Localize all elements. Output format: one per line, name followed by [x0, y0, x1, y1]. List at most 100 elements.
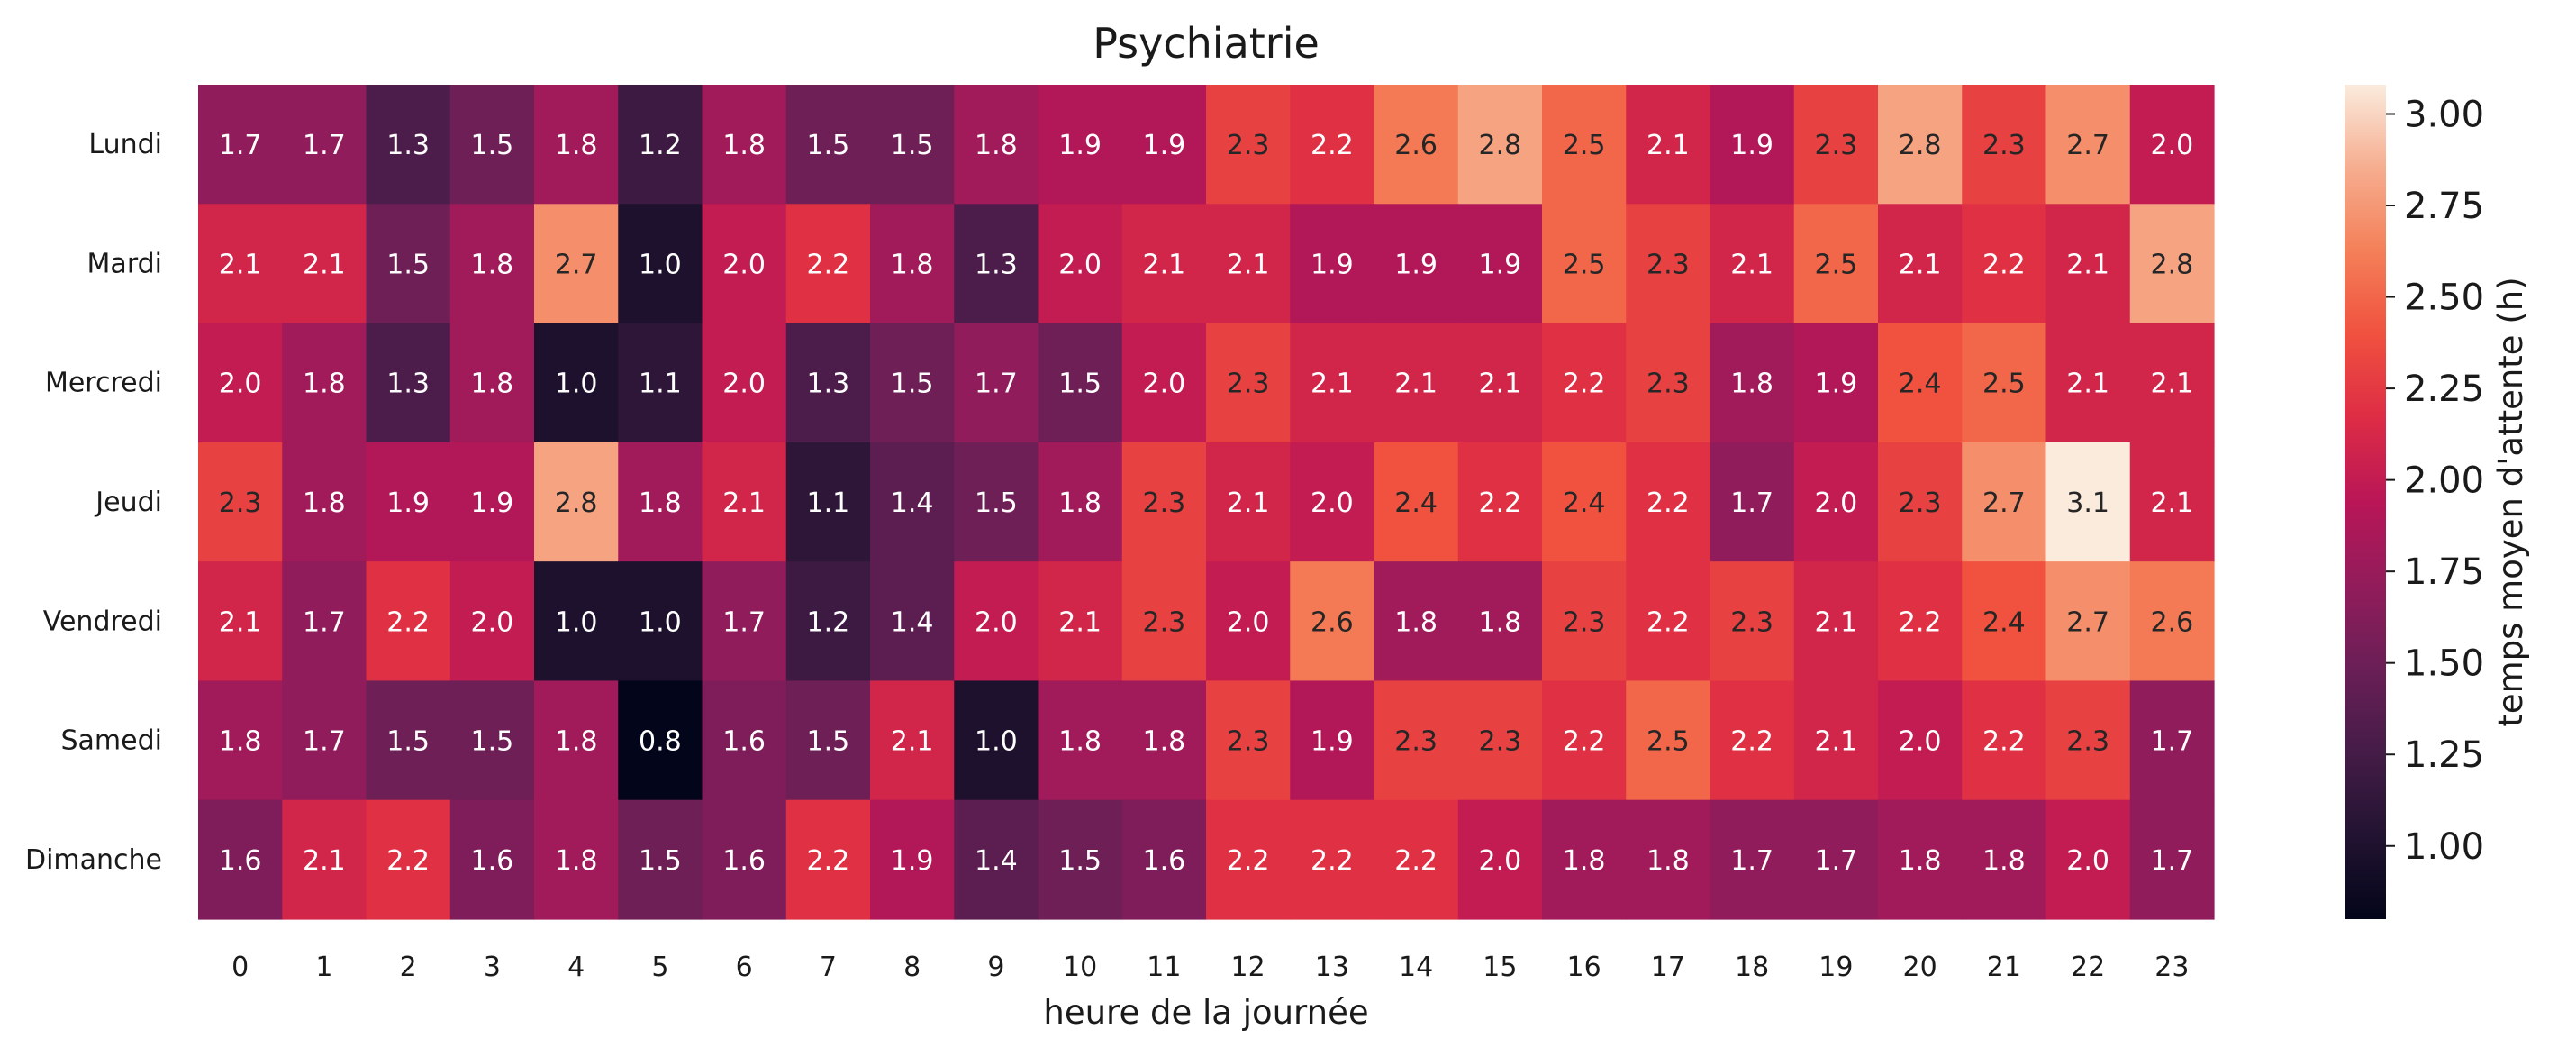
cell-value-label: 2.0 [471, 606, 514, 638]
heatmap-cell [785, 85, 871, 205]
cell-value-label: 1.7 [1730, 845, 1773, 877]
heatmap-cell [534, 799, 619, 920]
heatmap-cell [1710, 323, 1795, 443]
cell-value-label: 2.3 [1227, 726, 1270, 758]
heatmap-cell [282, 85, 367, 205]
cell-value-label: 2.1 [1311, 369, 1354, 400]
heatmap-cell [1290, 323, 1375, 443]
heatmap-cell [954, 442, 1039, 562]
heatmap-cell [1206, 323, 1291, 443]
cell-value-label: 1.9 [1311, 249, 1354, 280]
heatmap-cell [1206, 680, 1291, 801]
heatmap-cell [1457, 442, 1543, 562]
cell-value-label: 2.0 [975, 606, 1018, 638]
heatmap-cell [534, 442, 619, 562]
colorbar-tick-label: 1.25 [2404, 734, 2484, 776]
cell-value-label: 1.8 [1394, 606, 1438, 638]
y-tick-labels: Lundi Mardi Mercredi Jeudi Vendredi Samedi Dim… [25, 129, 162, 876]
cell-value-label: 2.4 [1394, 487, 1438, 519]
cell-value-label: 1.7 [303, 606, 346, 638]
heatmap-cell [1878, 85, 1963, 205]
x-tick-label: 9 [987, 952, 1004, 983]
heatmap-cell [2045, 85, 2131, 205]
cell-value-label: 2.3 [1227, 369, 1270, 400]
cell-value-label: 1.5 [386, 726, 430, 758]
cell-value-label: 1.8 [303, 369, 346, 400]
cell-value-label: 2.2 [807, 249, 850, 280]
cell-value-label: 1.8 [555, 130, 598, 161]
cell-value-label: 2.5 [1815, 249, 1858, 280]
x-tick-label: 8 [903, 952, 921, 983]
cell-value-label: 2.3 [1646, 249, 1690, 280]
cell-value-label: 2.2 [1646, 606, 1690, 638]
x-tick-label: 14 [1399, 952, 1433, 983]
heatmap-cell [2129, 204, 2215, 324]
cell-value-label: 1.9 [386, 487, 430, 519]
cell-value-label: 2.2 [386, 845, 430, 877]
heatmap-cell [1290, 561, 1375, 682]
cell-value-label: 2.1 [1143, 249, 1186, 280]
heatmap-cell [1626, 561, 1711, 682]
heatmap-cell [1793, 85, 1879, 205]
cell-value-label: 2.2 [1982, 249, 2026, 280]
heatmap-cell [1626, 680, 1711, 801]
cell-value-label: 2.8 [2151, 249, 2194, 280]
heatmap-cell [449, 204, 535, 324]
cell-value-label: 2.4 [1899, 369, 1942, 400]
cell-value-label: 1.6 [1143, 845, 1186, 877]
cell-value-label: 2.0 [722, 249, 766, 280]
heatmap-cell [1121, 799, 1207, 920]
heatmap-cell [1962, 561, 2047, 682]
heatmap-cell [1457, 680, 1543, 801]
heatmap-cell [702, 204, 787, 324]
x-tick-label: 16 [1567, 952, 1601, 983]
cell-value-label: 2.2 [1730, 726, 1773, 758]
x-tick-label: 3 [484, 952, 501, 983]
heatmap-cell [1374, 799, 1459, 920]
cell-value-label: 2.5 [1982, 369, 2026, 400]
heatmap-cell [1710, 799, 1795, 920]
cell-value-label: 1.0 [555, 606, 598, 638]
cell-value-label: 2.4 [1563, 487, 1606, 519]
cell-value-label: 2.1 [219, 606, 262, 638]
cell-value-label: 2.2 [1646, 487, 1690, 519]
heatmap-cell [1542, 680, 1627, 801]
heatmap-cell [1710, 561, 1795, 682]
heatmap-cell [870, 799, 955, 920]
cell-value-label: 2.2 [1479, 487, 1522, 519]
heatmap-cell [1457, 323, 1543, 443]
x-tick-label: 1 [315, 952, 332, 983]
heatmap-cell [2129, 85, 2215, 205]
heatmap-cell [1457, 799, 1543, 920]
y-tick-label: Samedi [61, 725, 163, 757]
heatmap-cell [1038, 680, 1123, 801]
cell-value-label: 2.8 [1479, 130, 1522, 161]
cell-value-label: 2.3 [1479, 726, 1522, 758]
heatmap-cell [785, 442, 871, 562]
y-tick-label: Mercredi [45, 368, 162, 399]
heatmap-cell [449, 442, 535, 562]
heatmap-cell [1626, 85, 1711, 205]
heatmap-cell [870, 442, 955, 562]
heatmap-cell [534, 561, 619, 682]
cell-value-label: 2.1 [303, 845, 346, 877]
colorbar [2345, 85, 2386, 919]
cell-value-label: 2.0 [1227, 606, 1270, 638]
cell-value-label: 2.1 [1730, 249, 1773, 280]
heatmap-cell [1038, 323, 1123, 443]
heatmap-cell [618, 323, 703, 443]
cell-value-label: 2.6 [1394, 130, 1438, 161]
heatmap-cell [1121, 442, 1207, 562]
cell-value-label: 2.1 [303, 249, 346, 280]
heatmap-cell [870, 85, 955, 205]
x-tick-label: 17 [1651, 952, 1685, 983]
heatmap-cell [1710, 442, 1795, 562]
cell-value-label: 2.1 [2066, 369, 2109, 400]
heatmap-cell [1121, 561, 1207, 682]
colorbar-tick-label: 1.75 [2404, 551, 2484, 593]
heatmap-cell [1542, 799, 1627, 920]
heatmap-cell [2129, 561, 2215, 682]
heatmap-cell [954, 561, 1039, 682]
cell-value-label: 1.8 [303, 487, 346, 519]
cell-value-label: 2.0 [1143, 369, 1186, 400]
